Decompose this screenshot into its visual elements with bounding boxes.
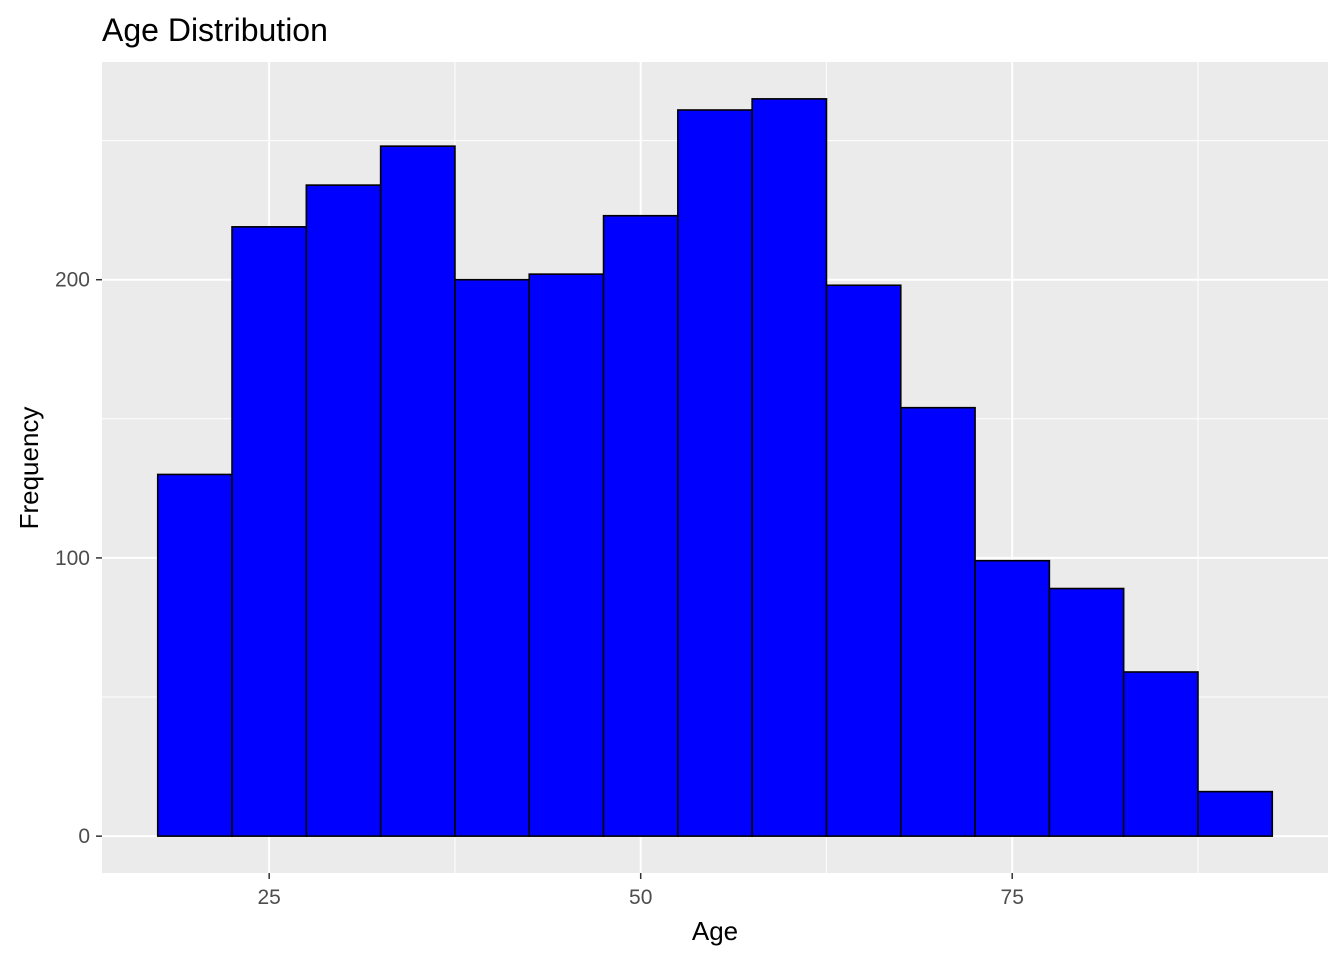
- x-tick-label: 25: [258, 886, 281, 909]
- x-tick-label: 50: [629, 886, 652, 909]
- histogram-bar: [899, 406, 976, 837]
- y-tick-label: 200: [55, 269, 90, 292]
- histogram-bar: [602, 214, 679, 837]
- histogram-bar: [1197, 790, 1274, 837]
- y-tick-label: 0: [78, 825, 90, 848]
- histogram-bar: [379, 145, 456, 837]
- histogram-bar: [156, 473, 233, 837]
- histogram-bar: [751, 98, 828, 837]
- histogram-bar: [231, 226, 308, 837]
- histogram-bar: [528, 273, 605, 837]
- x-tick-label: 75: [1001, 886, 1024, 909]
- histogram-bar: [825, 284, 902, 837]
- y-axis-title: Frequency: [14, 407, 44, 530]
- histogram-bar: [974, 559, 1051, 837]
- x-axis: 25 50 75: [258, 873, 1024, 909]
- histogram-bar: [677, 109, 753, 837]
- y-axis: 0 100 200: [55, 269, 102, 848]
- histogram-bar: [305, 184, 382, 837]
- histogram-bar: [1048, 587, 1125, 837]
- x-axis-title: Age: [692, 916, 738, 946]
- histogram-bars: [156, 98, 1274, 837]
- histogram-bar: [1122, 671, 1199, 837]
- y-tick-label: 100: [55, 547, 90, 570]
- histogram-bar: [454, 278, 531, 837]
- chart-title: Age Distribution: [102, 12, 328, 48]
